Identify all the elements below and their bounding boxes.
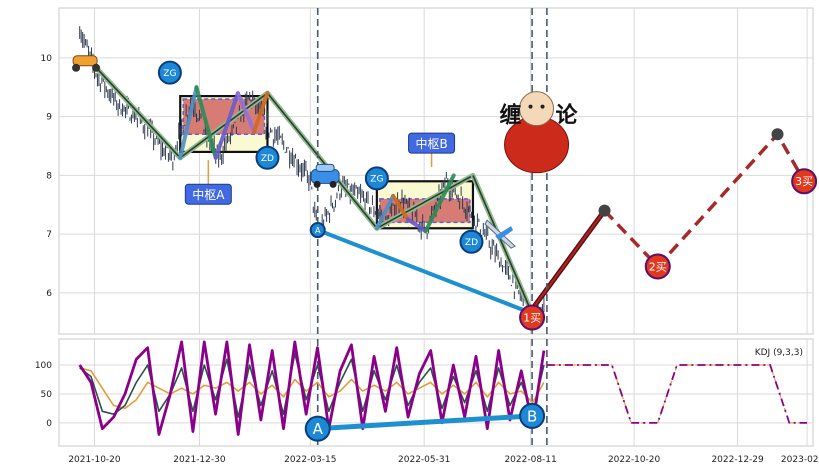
x-tick-label: 2022-10-20 (608, 455, 661, 465)
zg-badge-circle (157, 60, 182, 85)
car-wheel-icon (329, 180, 337, 188)
x-tick-label: 2022-12-29 (711, 455, 764, 465)
signal-badge-text: 3买 (795, 175, 813, 188)
zd-badge-circle (255, 145, 280, 170)
x-tick-label: 2022-08-11 (504, 455, 556, 465)
stroke-line (472, 175, 533, 314)
segment-line (252, 91, 270, 134)
price-y-tick-label: 10 (41, 54, 53, 64)
segment-line (423, 173, 456, 234)
price-y-tick-label: 7 (46, 230, 52, 240)
scooter-wheel-icon (72, 63, 81, 72)
signal-badge-text: 2买 (649, 260, 667, 273)
kdj-series (78, 340, 808, 436)
segment-line (213, 91, 240, 160)
chart-title-left: 缠 (500, 103, 522, 129)
scooter-wheel-icon (92, 63, 101, 72)
stroke-lines (84, 55, 535, 316)
zd-badge-text: ZD (465, 238, 478, 248)
pivot-label-text: 中枢A (192, 187, 225, 202)
price-y-tick-label: 8 (46, 171, 52, 181)
stroke-line (179, 92, 268, 159)
segment-line (374, 193, 396, 231)
x-tick-label: 2021-12-30 (173, 455, 226, 465)
kdj-divergence-badge-text: A (313, 420, 324, 438)
kdj-j-line (78, 340, 546, 436)
pivot-label-box (408, 132, 456, 154)
axis-ticks: 2021-10-20 2021-12-30 2022-03-15 2022-05-31… (35, 54, 819, 465)
segment-line (235, 91, 257, 134)
segment-line (178, 85, 199, 160)
stroke-line (266, 92, 378, 229)
forecast-solid-core (531, 210, 606, 310)
indicator-y-tick-label: 0 (46, 419, 52, 429)
zg-badge-circle (364, 166, 389, 191)
x-tick-label: 2023-02-14 (781, 455, 819, 465)
zg-badge-text: ZG (163, 69, 176, 79)
forecast-path (530, 128, 806, 311)
pivot-label-text: 中枢B (415, 136, 447, 151)
forecast-dashed-line (603, 131, 806, 270)
annotations: KDJ (9,3,3) ZG ZD 中枢A ZG ZD 中枢B A A B 1买 2买 3买 缠 论 (72, 55, 818, 442)
price-divergence-line (317, 228, 533, 316)
price-y-tick-label: 9 (46, 113, 52, 123)
zd-badge-circle (459, 229, 484, 254)
kdj-forecast-j (546, 364, 808, 424)
signal-badge-circle (644, 253, 671, 280)
pivot-label-box (184, 183, 232, 205)
kdj-legend: KDJ (9,3,3) (755, 348, 803, 358)
zd-badge-text: ZD (261, 154, 274, 164)
chart-title-right: 论 (556, 103, 579, 129)
buddha-head-icon (519, 91, 555, 127)
price-panel-frame (58, 7, 814, 335)
buddha-eye-icon (540, 104, 545, 109)
x-tick-label: 2022-03-15 (284, 455, 336, 465)
indicator-y-tick-label: 50 (41, 390, 53, 400)
car-window-icon (315, 163, 335, 172)
x-tick-label: 2021-10-20 (68, 455, 121, 465)
signal-badge-circle (791, 168, 818, 195)
zg-badge-text: ZG (370, 175, 383, 185)
price-divergence-badge-circle (309, 222, 326, 239)
kdj-divergence-line (317, 413, 533, 432)
segment-line (391, 193, 410, 222)
x-tick-label: 2022-05-31 (398, 455, 450, 465)
segment-line (405, 217, 428, 234)
car-wheel-icon (313, 180, 321, 188)
forecast-node (771, 128, 784, 141)
kdj-divergence-badge-circle (304, 415, 331, 442)
airplane-wing-icon (495, 226, 514, 241)
buddha-eye-icon (528, 104, 533, 109)
signal-badge-circle (519, 304, 546, 331)
indicator-y-tick-label: 100 (35, 361, 52, 371)
kdj-divergence-badge-circle (519, 402, 546, 429)
forecast-node (598, 204, 611, 217)
stroke-line (376, 174, 474, 229)
price-y-tick-label: 6 (46, 289, 52, 299)
signal-badge-text: 1买 (523, 312, 541, 325)
kdj-divergence-badge-text: B (527, 407, 537, 425)
stroke-line (86, 57, 181, 159)
grid-lines (59, 8, 813, 446)
price-divergence-badge-text: A (315, 226, 321, 235)
scooter-icon (72, 55, 98, 67)
segment-line (194, 85, 218, 160)
